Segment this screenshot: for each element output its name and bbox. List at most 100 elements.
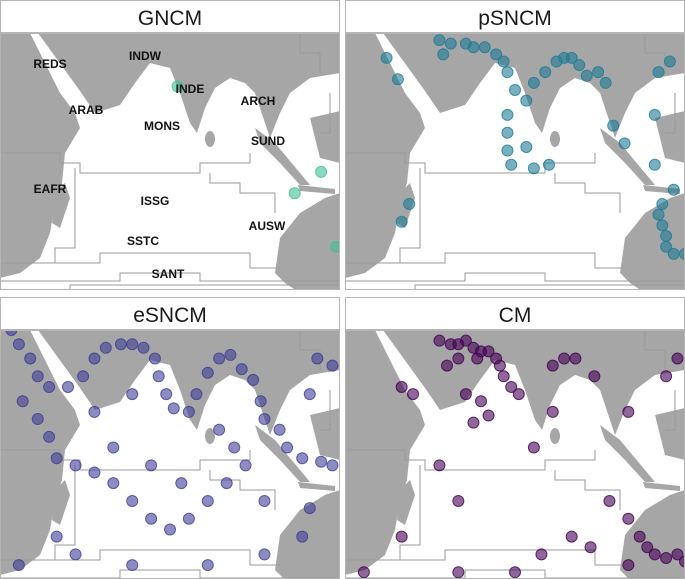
sample-point xyxy=(433,34,446,47)
region-label: SANT xyxy=(152,267,185,281)
panel-title: pSNCM xyxy=(478,7,552,30)
region-label: ISSG xyxy=(141,194,170,208)
sample-point xyxy=(509,83,521,96)
basemap xyxy=(0,33,340,290)
sample-point xyxy=(565,51,578,64)
sample-point xyxy=(679,247,685,260)
sample-point xyxy=(31,370,44,383)
panel-header xyxy=(0,0,340,33)
basemap xyxy=(345,330,685,579)
sample-point xyxy=(433,459,446,472)
sample-point xyxy=(224,348,237,361)
sample-point xyxy=(622,559,635,572)
sample-point xyxy=(145,459,158,472)
sample-point xyxy=(126,388,139,401)
sample-point xyxy=(679,555,685,568)
sample-point xyxy=(501,108,514,121)
sample-point xyxy=(648,158,661,171)
sample-point xyxy=(671,352,684,365)
sample-point xyxy=(501,66,514,79)
sample-point xyxy=(527,441,540,454)
sample-point xyxy=(12,559,25,572)
sample-point xyxy=(633,530,646,543)
sample-point xyxy=(493,359,506,372)
sample-point xyxy=(467,41,480,54)
sample-point xyxy=(24,352,37,365)
sample-point xyxy=(315,455,328,468)
region-label: ARCH xyxy=(241,94,276,108)
sample-point xyxy=(618,137,631,150)
sample-point xyxy=(471,352,484,365)
sample-point xyxy=(592,66,605,79)
sample-point xyxy=(527,76,540,89)
sample-point xyxy=(599,76,612,89)
sample-point xyxy=(16,395,29,408)
sample-point xyxy=(5,330,18,336)
sample-point xyxy=(152,370,165,383)
sample-point xyxy=(546,359,559,372)
sample-point xyxy=(505,380,518,393)
sample-point xyxy=(667,247,680,260)
sample-point xyxy=(444,37,457,50)
sample-point xyxy=(603,494,616,507)
region-label: EAFR xyxy=(34,182,67,196)
sample-point xyxy=(558,352,571,365)
sample-point xyxy=(126,494,139,507)
sample-point xyxy=(357,566,370,579)
sample-point xyxy=(182,405,195,418)
sample-point xyxy=(31,413,44,426)
sample-point xyxy=(539,66,552,79)
sample-point xyxy=(565,530,578,543)
sample-point xyxy=(656,197,669,210)
sample-point xyxy=(213,423,226,436)
sample-point xyxy=(497,370,510,383)
sample-point xyxy=(543,158,555,171)
sample-point xyxy=(315,165,328,178)
region-label: REDS xyxy=(33,57,66,71)
sample-point xyxy=(641,541,654,554)
sample-point xyxy=(148,352,161,365)
sample-point xyxy=(475,395,487,408)
map xyxy=(345,330,685,579)
sample-point xyxy=(663,55,676,68)
sample-point xyxy=(584,541,597,554)
panel-header xyxy=(345,0,685,33)
sample-point xyxy=(303,502,316,515)
basemap xyxy=(0,330,340,579)
sample-point xyxy=(330,240,340,253)
sample-point xyxy=(667,183,680,196)
sample-point xyxy=(527,162,540,175)
sample-point xyxy=(126,559,139,572)
sample-point xyxy=(660,230,673,243)
sample-point xyxy=(171,80,184,93)
sample-point xyxy=(69,459,82,472)
sample-point xyxy=(660,370,673,383)
sample-point xyxy=(607,119,620,132)
sample-point xyxy=(452,494,465,507)
sample-point xyxy=(190,388,203,401)
region-label: AUSW xyxy=(249,219,286,233)
sample-point xyxy=(43,430,56,443)
region-label: SSTC xyxy=(127,234,159,248)
region-label: MONS xyxy=(144,119,180,133)
sample-point xyxy=(652,66,665,79)
sample-point xyxy=(569,352,582,365)
sample-point xyxy=(175,477,188,490)
sample-point xyxy=(88,352,101,365)
sample-point xyxy=(77,370,90,383)
sample-point xyxy=(107,441,120,454)
sample-point xyxy=(126,338,139,351)
sample-point xyxy=(671,548,684,561)
sample-point xyxy=(660,240,673,253)
sample-point xyxy=(501,144,514,157)
region-label: SUND xyxy=(251,134,285,148)
sample-point xyxy=(247,373,260,386)
sample-point xyxy=(520,140,533,153)
sample-point xyxy=(62,380,74,393)
sample-point xyxy=(546,405,559,418)
sample-point xyxy=(588,370,601,383)
sample-point xyxy=(482,409,495,422)
panel: GNCM xyxy=(0,0,340,290)
sample-point xyxy=(573,59,586,72)
sample-point xyxy=(167,402,180,415)
